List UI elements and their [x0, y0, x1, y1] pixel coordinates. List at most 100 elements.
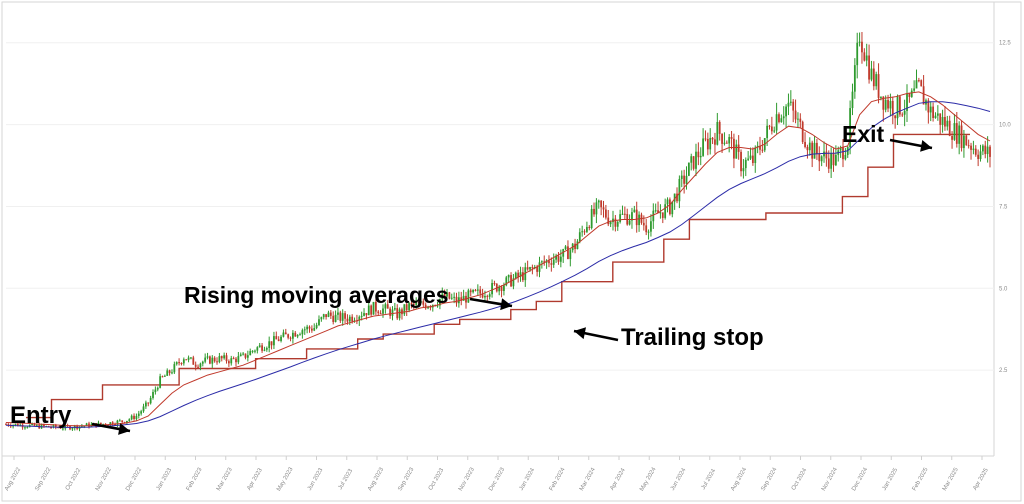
candle-body: [754, 147, 757, 164]
candle-body: [555, 255, 557, 260]
candle-body: [877, 74, 880, 98]
candle-body: [370, 305, 373, 315]
candle-body: [59, 427, 62, 429]
candle-body: [894, 115, 897, 119]
candle-body: [377, 311, 380, 314]
candle-body: [823, 151, 825, 157]
candle-body: [733, 138, 735, 159]
candle-body: [52, 424, 55, 428]
candle-body: [294, 332, 297, 337]
candle-body: [462, 295, 465, 301]
candle-body: [936, 113, 939, 116]
candle-body: [43, 424, 45, 427]
candle-body: [299, 334, 301, 336]
candle-body: [287, 334, 290, 338]
candle-body: [915, 80, 918, 89]
candle-body: [986, 146, 989, 155]
candle-body: [410, 303, 413, 305]
candle-body: [792, 101, 795, 111]
candle-body: [348, 316, 351, 322]
candle-body: [607, 217, 610, 225]
candle-body: [107, 424, 109, 426]
candle-body: [944, 116, 946, 127]
candle-body: [884, 99, 887, 110]
candle-body: [216, 361, 218, 363]
candle-body: [424, 304, 427, 309]
candle-body: [654, 210, 657, 212]
candle-body: [981, 145, 984, 152]
candle-body: [209, 356, 211, 364]
candle-body: [751, 155, 754, 164]
candle-body: [301, 330, 304, 335]
candle-body: [789, 101, 792, 103]
candle-body: [797, 118, 799, 120]
candle-body: [946, 120, 949, 127]
candle-body: [652, 210, 655, 222]
candle-body: [861, 41, 863, 53]
candle-body: [237, 356, 240, 363]
candle-body: [474, 289, 477, 291]
candle-body: [398, 309, 401, 319]
candle-body: [443, 293, 446, 297]
series-moving-averages: [5, 91, 991, 428]
candle-body: [14, 423, 17, 426]
candle-body: [292, 332, 294, 339]
candle-body: [775, 114, 778, 131]
candle-body: [503, 285, 505, 291]
candle-body: [984, 145, 987, 155]
candle-body: [5, 424, 7, 426]
candle-body: [934, 115, 937, 119]
candle-body: [759, 145, 761, 150]
candle-body: [913, 88, 916, 91]
candle-body: [126, 420, 128, 424]
candle-body: [249, 351, 252, 356]
candle-body: [706, 138, 709, 150]
candle-body: [737, 144, 740, 152]
arrow-entry-head: [118, 423, 130, 435]
candle-body: [804, 141, 806, 147]
candle-body: [844, 154, 847, 160]
candle-body: [163, 375, 166, 377]
candle-body: [251, 350, 254, 352]
candle-body: [887, 99, 889, 109]
candle-body: [685, 175, 688, 184]
candle-body: [190, 357, 192, 359]
candle-body: [467, 290, 470, 303]
candle-body: [265, 347, 268, 350]
candle-body: [460, 297, 463, 301]
candle-body: [173, 364, 176, 373]
candle-body: [360, 315, 363, 317]
candle-body: [493, 283, 496, 285]
candle-body: [114, 424, 116, 426]
candle-body: [166, 370, 169, 376]
candle-body: [486, 295, 489, 297]
arrow-exit-head: [920, 140, 932, 152]
candle-body: [683, 175, 686, 184]
candle-body: [614, 218, 617, 227]
candle-body: [484, 295, 486, 298]
candle-body: [517, 272, 520, 278]
candle-body: [695, 151, 697, 169]
candle-body: [512, 278, 515, 287]
candle-body: [747, 158, 750, 160]
annotation-entry: Entry: [10, 402, 72, 429]
candle-body: [408, 303, 410, 311]
candle-body: [111, 422, 114, 425]
candle-body: [161, 376, 164, 378]
candle-body: [820, 156, 823, 162]
candle-body: [33, 423, 36, 426]
candle-body: [420, 301, 422, 303]
candle-body: [284, 332, 287, 335]
candle-body: [230, 358, 233, 364]
candle-body: [351, 316, 354, 322]
candle-body: [725, 142, 728, 144]
candle-body: [339, 312, 342, 321]
candle-body: [213, 357, 216, 362]
candle-body: [211, 357, 214, 364]
candle-body: [955, 123, 958, 144]
candle-body: [62, 428, 64, 430]
candle-body: [761, 149, 764, 151]
candle-body: [977, 154, 980, 159]
candle-body: [773, 130, 776, 132]
